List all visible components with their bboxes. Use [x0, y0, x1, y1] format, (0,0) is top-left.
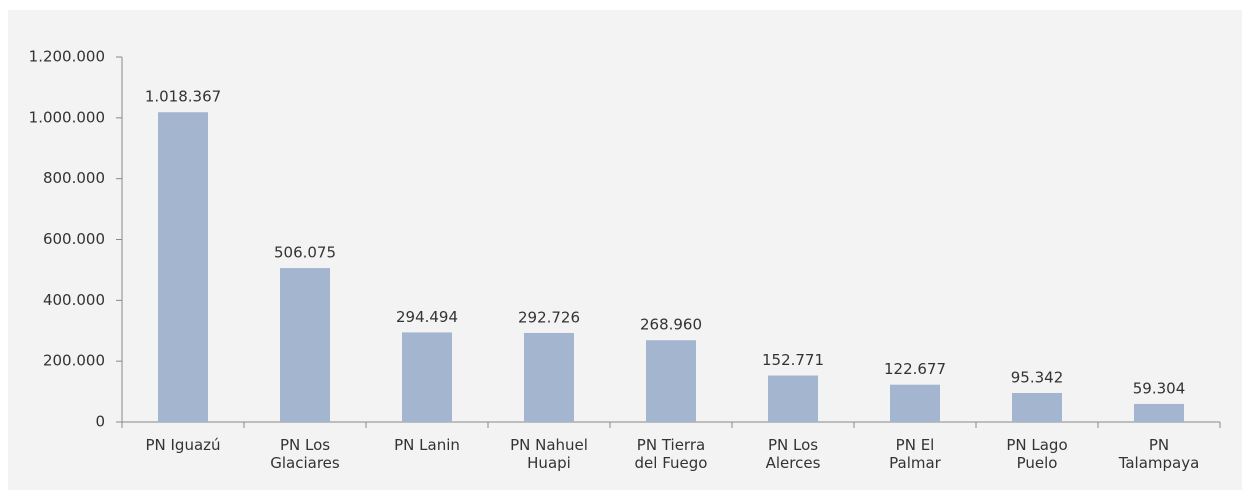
bar — [280, 268, 330, 422]
bar — [646, 340, 696, 422]
value-label: 95.342 — [1011, 369, 1064, 387]
x-tick-label: PN El Palmar — [889, 436, 941, 472]
y-tick-label: 1.200.000 — [29, 48, 105, 66]
y-tick-label: 800.000 — [43, 169, 105, 187]
y-tick-label: 200.000 — [43, 352, 105, 370]
value-label: 122.677 — [884, 360, 946, 378]
x-tick-label: PN Iguazú — [145, 436, 221, 454]
bar — [158, 112, 208, 422]
value-label: 152.771 — [762, 351, 824, 369]
bar — [402, 332, 452, 422]
bar — [524, 332, 574, 422]
value-label: 506.075 — [274, 244, 336, 262]
value-label: 59.304 — [1133, 379, 1186, 397]
x-tick-label: PN Lanin — [394, 436, 460, 454]
x-tick-label: PN Tierra del Fuego — [634, 436, 708, 472]
value-label: 268.960 — [640, 316, 702, 334]
bar — [890, 384, 940, 422]
value-label: 292.726 — [518, 308, 580, 326]
value-label: 1.018.367 — [145, 88, 221, 106]
x-tick-label: PN Los Alerces — [765, 436, 821, 472]
x-tick-label: PN Lago Puelo — [1006, 436, 1068, 472]
bar — [768, 375, 818, 422]
bar — [1012, 393, 1062, 422]
value-label: 294.494 — [396, 308, 458, 326]
x-tick-label: PN Los Glaciares — [270, 436, 340, 472]
y-tick-label: 600.000 — [43, 230, 105, 248]
y-tick-label: 400.000 — [43, 291, 105, 309]
x-tick-label: PN Talampaya — [1118, 436, 1200, 472]
y-tick-label: 1.000.000 — [29, 108, 105, 126]
bar — [1134, 403, 1184, 422]
x-tick-label: PN Nahuel Huapi — [510, 436, 588, 472]
y-tick-label: 0 — [95, 413, 105, 431]
